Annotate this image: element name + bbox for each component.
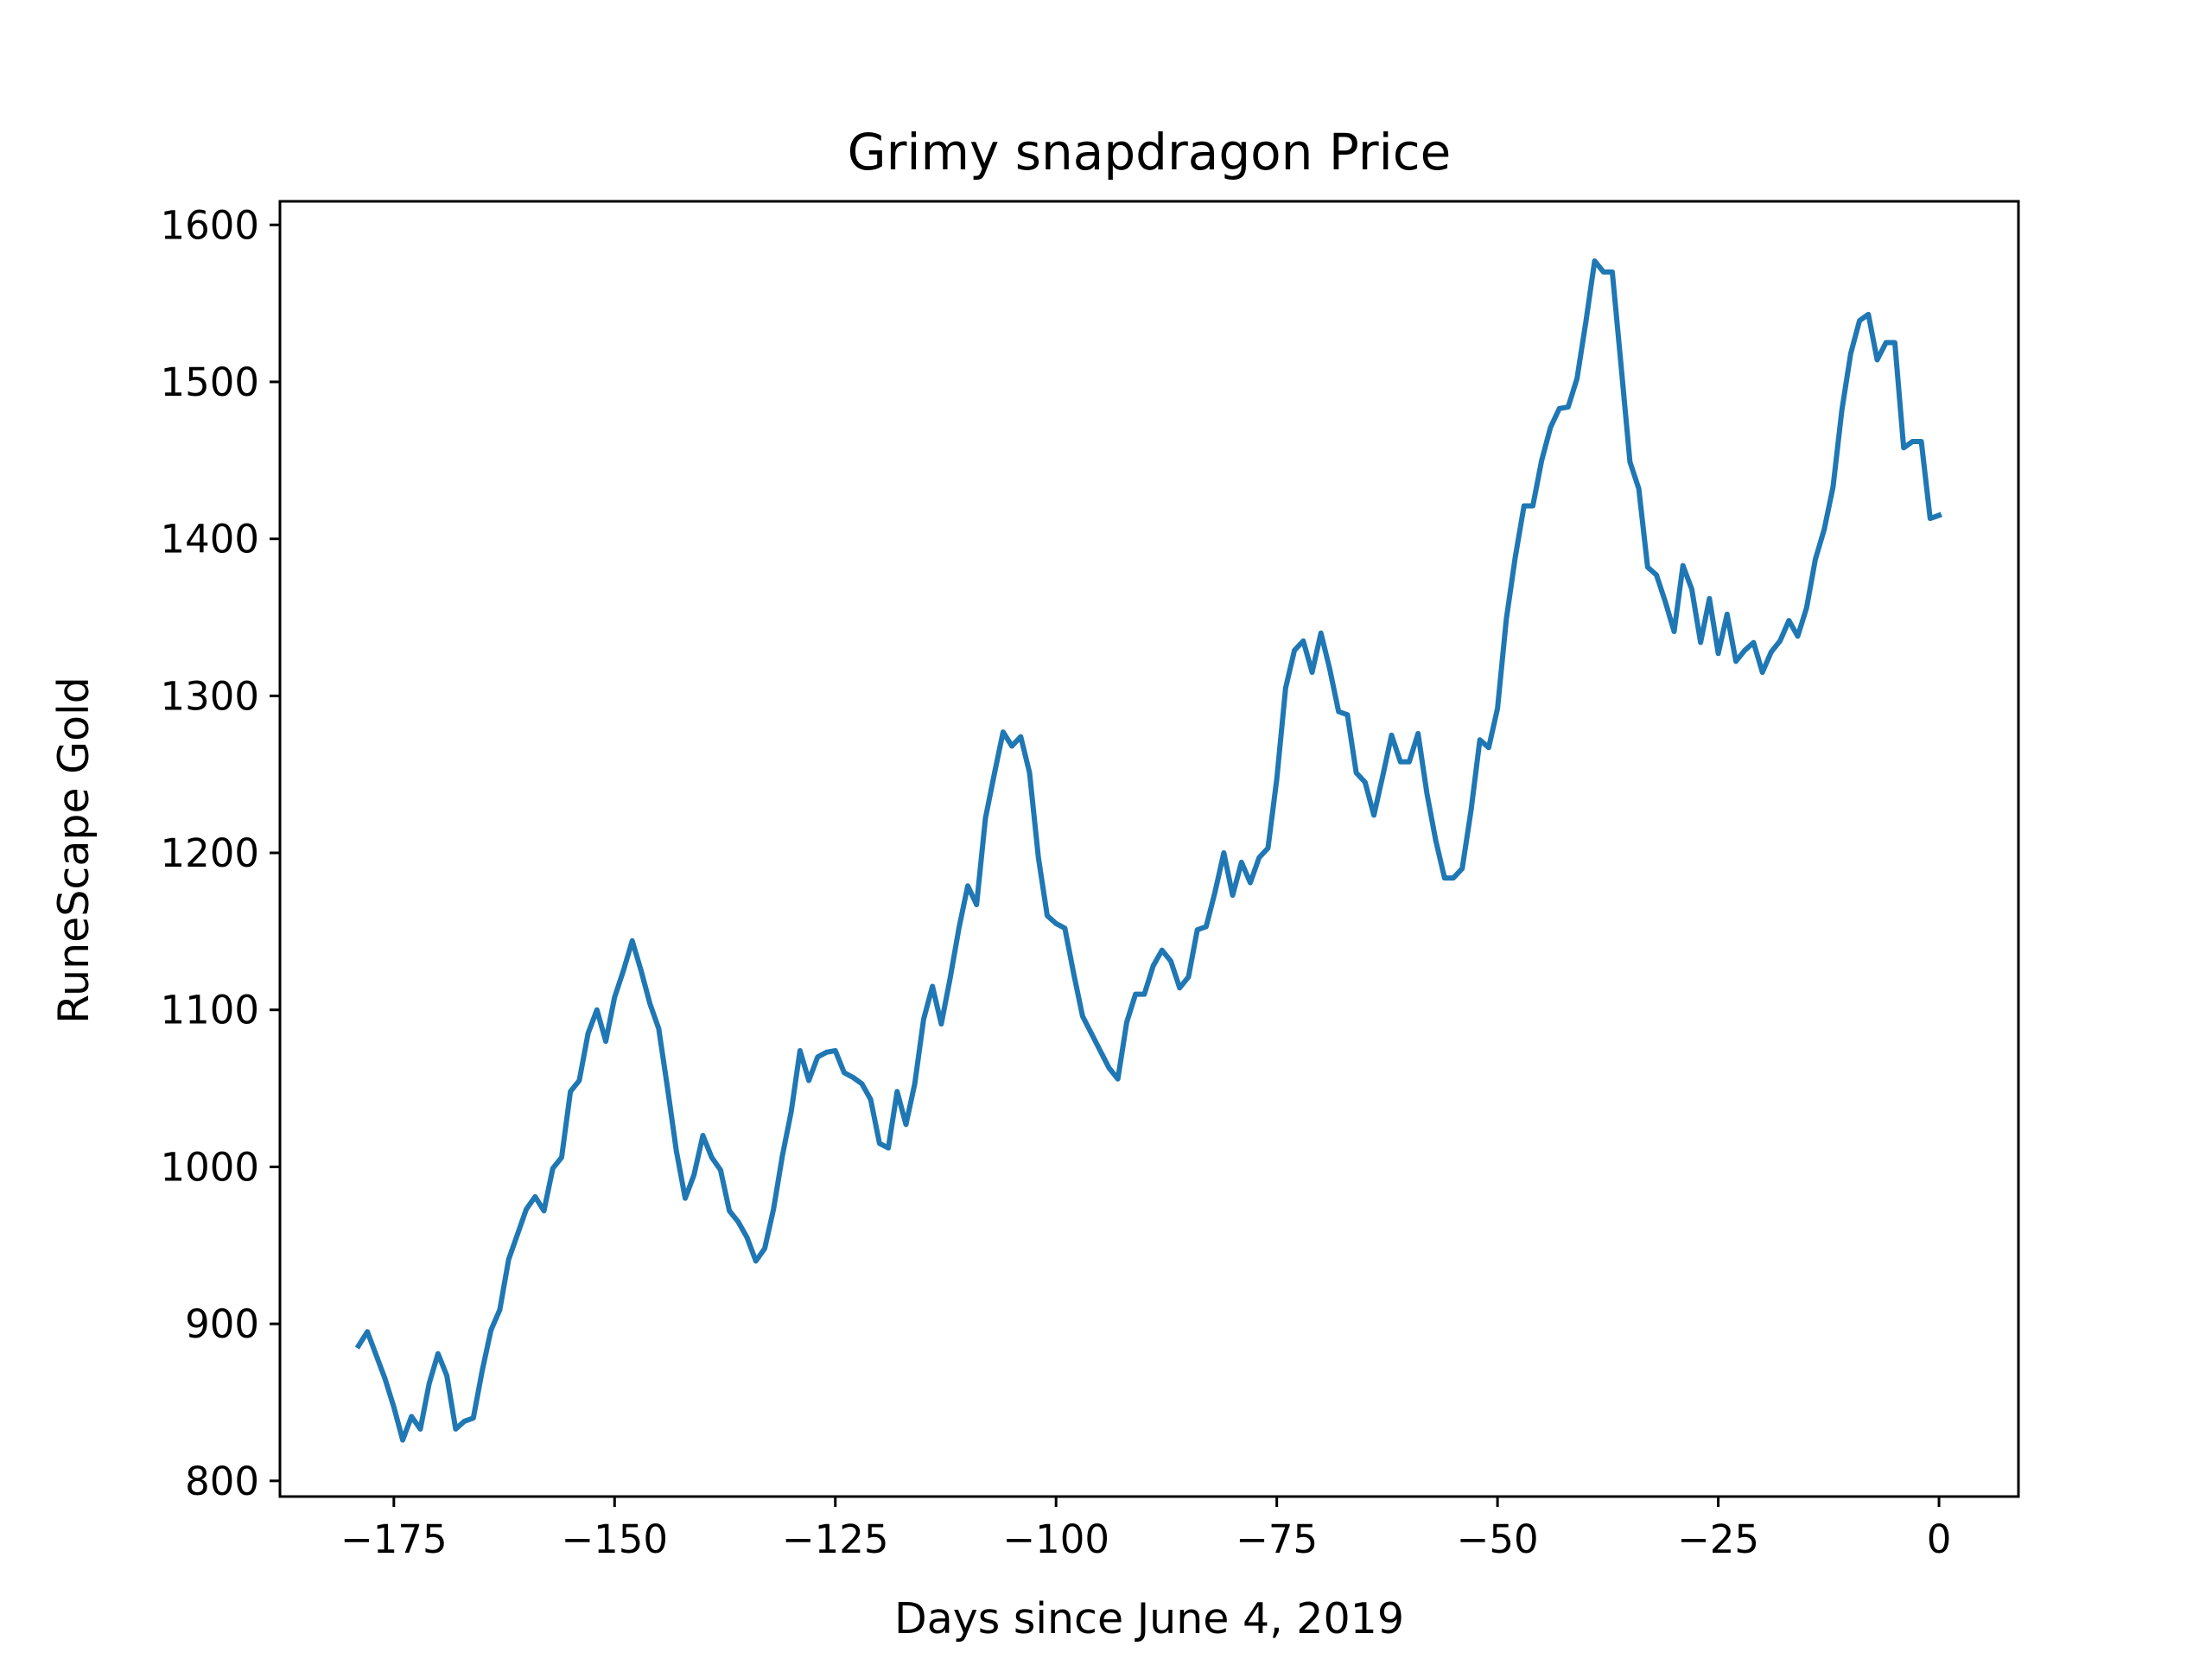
y-tick-label: 1600 xyxy=(160,202,259,248)
y-axis: 800 900 1000 1100 1200 1300 1400 1500 1600 xyxy=(160,202,280,1504)
chart-title: Grimy snapdragon Price xyxy=(848,123,1452,181)
x-tick-label: 0 xyxy=(1927,1516,1952,1562)
y-tick-label: 1400 xyxy=(160,517,259,563)
price-series-line xyxy=(354,258,1942,1443)
x-axis: −175 −150 −125 −100 −75 −50 −25 0 xyxy=(340,1497,1951,1562)
x-tick-label: −125 xyxy=(782,1516,889,1562)
y-tick-label: 1000 xyxy=(160,1144,259,1190)
y-axis-label: RuneScape Gold xyxy=(49,677,99,1024)
x-tick-label: −100 xyxy=(1002,1516,1109,1562)
plot-lines xyxy=(354,258,1942,1443)
y-tick-label: 1100 xyxy=(160,988,259,1033)
y-tick-label: 1300 xyxy=(160,673,259,719)
y-tick-label: 900 xyxy=(185,1301,259,1347)
y-tick-label: 1500 xyxy=(160,359,259,405)
y-tick-label: 1200 xyxy=(160,830,259,876)
x-tick-label: −50 xyxy=(1457,1516,1539,1562)
x-tick-label: −25 xyxy=(1677,1516,1759,1562)
x-tick-label: −175 xyxy=(340,1516,448,1562)
y-tick-label: 800 xyxy=(185,1459,259,1504)
x-tick-label: −150 xyxy=(561,1516,668,1562)
plot-frame xyxy=(278,200,2020,1498)
x-axis-label: Days since June 4, 2019 xyxy=(894,1594,1404,1643)
x-tick-label: −75 xyxy=(1236,1516,1318,1562)
